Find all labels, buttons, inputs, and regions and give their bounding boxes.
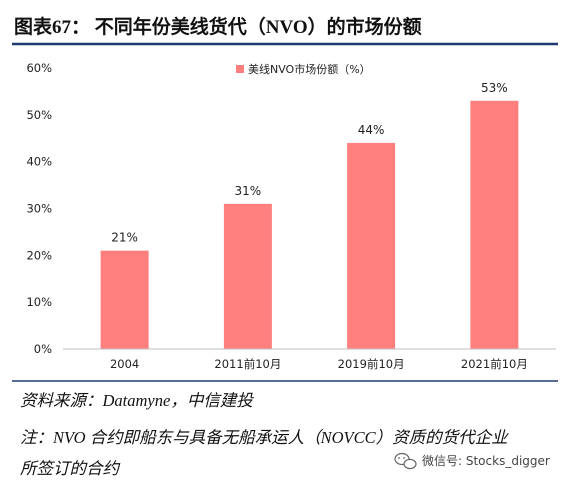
data-label: 31% — [235, 184, 262, 198]
bar — [470, 100, 519, 350]
y-tick-label: 30% — [26, 202, 52, 216]
x-tick-label: 2011前10月 — [214, 357, 281, 371]
wechat-icon — [394, 452, 417, 470]
figure-title: 图表67： 不同年份美线货代（NVO）的市场份额 — [14, 15, 422, 38]
source-caption: 资料来源：Datamyne，中信建投 — [20, 391, 254, 410]
note-caption-line1: 注：NVO 合约即船东与具备无船承运人（NOVCC）资质的货代企业 — [20, 428, 509, 447]
bar — [100, 250, 149, 349]
x-tick-label: 2004 — [110, 357, 139, 371]
watermark-text: 微信号: Stocks_digger — [422, 454, 550, 468]
y-tick-label: 50% — [26, 108, 52, 122]
y-axis: 0% 10% 20% 30% 40% 50% 60% — [26, 61, 52, 356]
bar — [223, 203, 272, 349]
x-tick-label: 2019前10月 — [338, 357, 405, 371]
data-labels-layer: 21% 31% 44% 53% — [111, 81, 507, 245]
y-tick-label: 40% — [26, 155, 52, 169]
y-tick-label: 10% — [26, 295, 52, 309]
x-tick-label: 2021前10月 — [461, 357, 528, 371]
y-tick-label: 0% — [34, 342, 52, 356]
legend-label: 美线NVO市场份额（%） — [248, 62, 371, 76]
bar — [347, 142, 396, 349]
data-label: 53% — [481, 81, 508, 95]
bars-layer — [100, 100, 519, 350]
note-caption-line2: 所签订的合约 — [20, 459, 121, 478]
data-label: 21% — [111, 231, 138, 245]
legend-swatch — [236, 65, 244, 73]
y-tick-label: 60% — [26, 61, 52, 75]
data-label: 44% — [358, 123, 385, 137]
x-axis: 2004 2011前10月 2019前10月 2021前10月 — [63, 348, 556, 371]
y-tick-label: 20% — [26, 248, 52, 262]
